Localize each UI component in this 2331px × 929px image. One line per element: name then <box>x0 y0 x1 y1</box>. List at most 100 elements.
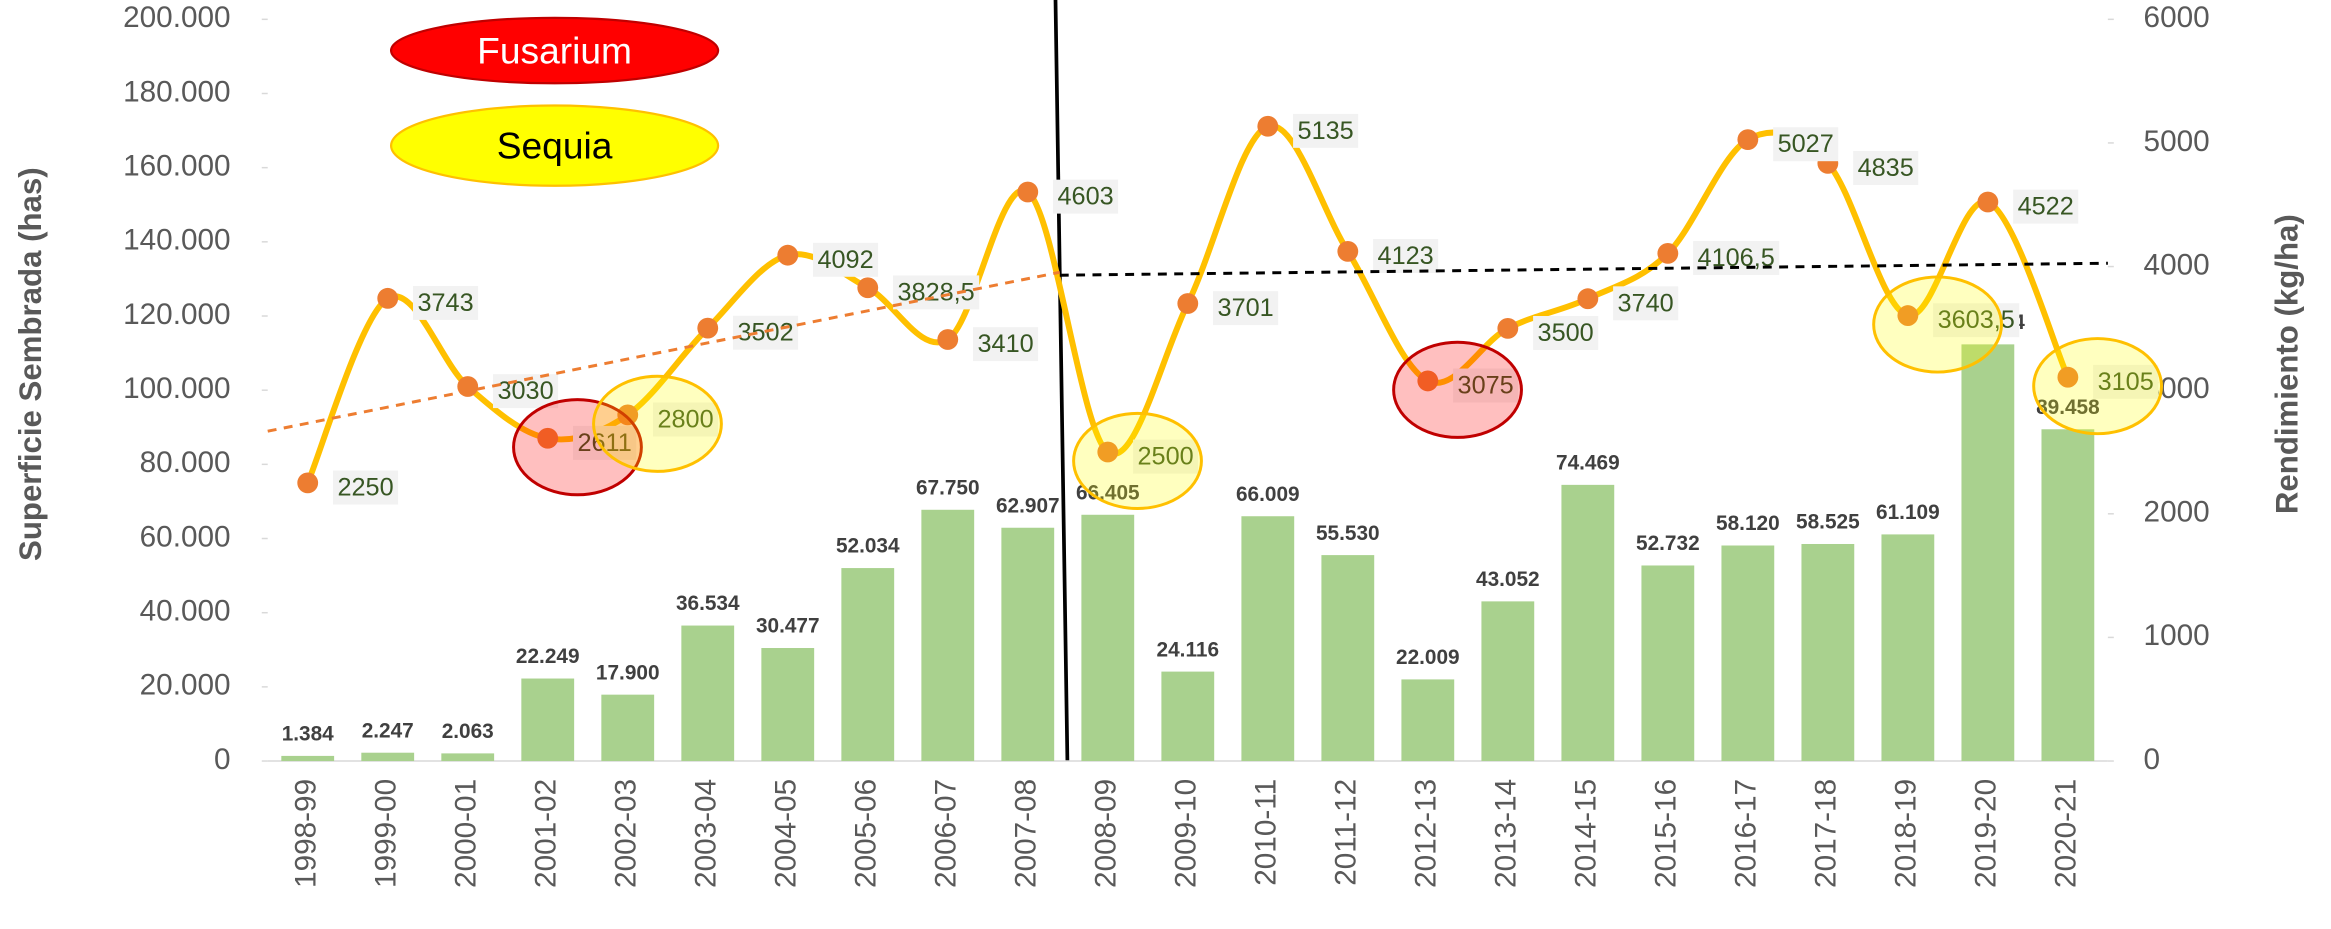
bar-label: 74.469 <box>1556 452 1620 475</box>
line-marker <box>1737 129 1759 151</box>
x-tick-label: 2014-15 <box>1570 779 1603 888</box>
bar-label: 61.109 <box>1876 501 1940 524</box>
highlight-ring <box>1392 340 1523 439</box>
x-tick-label: 2015-16 <box>1650 779 1683 888</box>
line-marker <box>1657 242 1679 264</box>
x-tick-label: 2002-03 <box>610 779 643 888</box>
line-label-box <box>813 242 879 277</box>
y-tick-label: 160.000 <box>123 150 230 183</box>
bar <box>1241 516 1295 762</box>
bar <box>1161 671 1215 762</box>
line-marker <box>777 244 799 266</box>
highlight-ring <box>592 374 723 473</box>
line-label: 5135 <box>1293 113 1359 148</box>
line-label: 3701 <box>1213 291 1279 326</box>
y2-tick-label: 2000 <box>2144 496 2210 529</box>
line-label: 4092 <box>813 242 879 277</box>
x-tick-label: 2001-02 <box>530 779 563 888</box>
x-tick-label: 2016-17 <box>1730 779 1763 888</box>
bar <box>681 625 735 762</box>
line-label: 4835 <box>1853 150 1919 185</box>
bar <box>1641 565 1695 762</box>
bar <box>1401 679 1455 762</box>
line-label-text: 4092 <box>817 246 873 274</box>
bar-label: 67.750 <box>916 476 980 499</box>
y2-tick-label: 4000 <box>2144 248 2210 281</box>
bar-label: 52.034 <box>836 535 900 558</box>
line-label-box <box>1453 368 1519 403</box>
line-label-text: 3105 <box>2098 368 2154 396</box>
bar-label: 2.063 <box>442 720 494 743</box>
y2-tick-label: 1000 <box>2144 619 2210 652</box>
bar <box>441 753 495 762</box>
line-marker <box>1337 240 1359 262</box>
line-label-box <box>1213 291 1279 326</box>
bar <box>2041 429 2095 762</box>
y-tick-label: 20.000 <box>140 669 231 702</box>
line-marker <box>1257 115 1279 137</box>
line-label: 3030 <box>493 374 559 409</box>
bar-label: 36.534 <box>676 592 740 615</box>
line-label: 3603,5 <box>1933 303 2020 338</box>
bar <box>521 678 575 762</box>
line-marker <box>297 472 319 494</box>
line-label-box <box>2093 364 2159 399</box>
line-label: 3410 <box>973 327 1039 362</box>
bar-label: 1.384 <box>282 723 334 746</box>
y2-tick-label: 0 <box>2144 743 2161 776</box>
line-label-box <box>1613 286 1679 321</box>
line-label-box <box>1373 239 1439 273</box>
x-tick-label: 2009-10 <box>1170 779 1203 888</box>
legend-label: Sequia <box>497 124 613 166</box>
bar <box>761 648 815 762</box>
y-tick-label: 180.000 <box>123 75 230 108</box>
legend-badge <box>389 16 720 85</box>
line-label-text: 2800 <box>657 406 713 434</box>
bar-label: 58.525 <box>1796 511 1860 534</box>
highlight-ring <box>512 398 643 497</box>
y-axis-title: Superficie Sembrada (has) <box>13 167 48 561</box>
line-label-box <box>973 327 1039 362</box>
line-marker <box>1177 293 1199 314</box>
line-label-box <box>332 470 399 505</box>
x-tick-label: 2020-21 <box>2050 779 2083 888</box>
line-marker <box>1977 191 1999 213</box>
bar-label: 66.405 <box>1076 481 1140 504</box>
line-label-text: 4603 <box>1058 183 1114 211</box>
bar <box>841 568 895 762</box>
line-label-box <box>653 402 719 437</box>
line-label-box <box>2013 189 2079 224</box>
highlight-ring <box>1872 275 2003 374</box>
x-tick-label: 2004-05 <box>770 779 803 888</box>
y2-tick-label: 6000 <box>2144 1 2210 34</box>
highlight-ring <box>2032 337 2164 436</box>
y2-axis-title: Rendimiento (kg/ha) <box>2269 214 2304 514</box>
line-marker <box>697 317 719 339</box>
line-label: 2500 <box>1133 439 1199 474</box>
y-tick-label: 100.000 <box>123 372 230 405</box>
bar-label: 66.009 <box>1236 483 1300 506</box>
line-label-box <box>1933 303 2020 338</box>
line-label-text: 4522 <box>2018 193 2074 221</box>
line-marker <box>377 287 399 309</box>
line-marker <box>1577 288 1599 310</box>
x-tick-label: 2012-13 <box>1410 779 1443 888</box>
x-tick-label: 2006-07 <box>930 779 963 888</box>
line-label-box <box>1053 179 1119 214</box>
bar-label: 43.052 <box>1476 568 1540 591</box>
line-label: 3500 <box>1533 316 1599 350</box>
x-tick-label: 1999-00 <box>370 779 403 888</box>
line-label: 3828,5 <box>893 275 980 310</box>
trend-line <box>267 270 1061 433</box>
line-label: 3743 <box>412 285 479 320</box>
bar <box>1801 543 1855 762</box>
line-label-box <box>1773 127 1839 162</box>
bar-label: 58.120 <box>1716 512 1780 535</box>
y-tick-label: 140.000 <box>123 224 230 257</box>
bar-label: 30.477 <box>756 615 820 638</box>
x-tick-label: 2010-11 <box>1250 779 1283 886</box>
bar <box>1961 344 2015 762</box>
bar-label: 24.116 <box>1157 638 1219 661</box>
line-label-box <box>573 425 637 460</box>
